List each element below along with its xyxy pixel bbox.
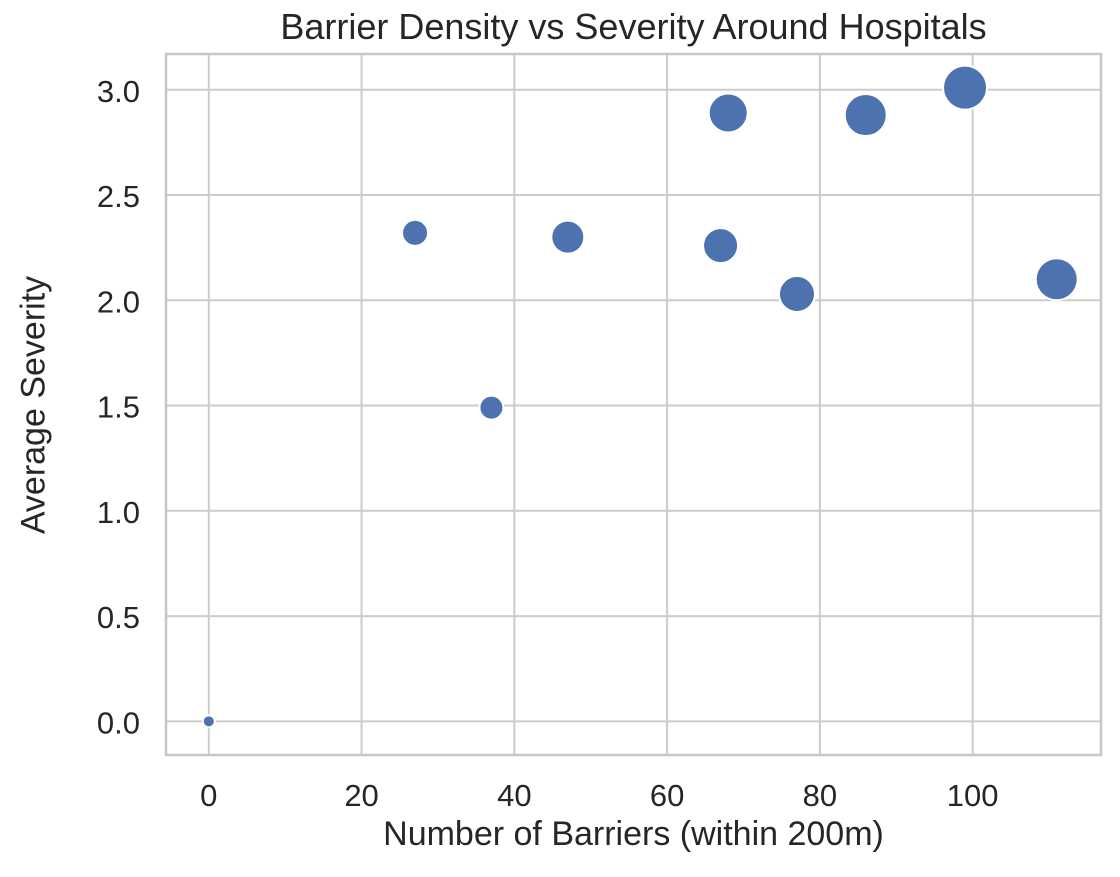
scatter-point [401, 218, 430, 247]
y-tick-label: 2.0 [97, 284, 140, 319]
x-tick-label: 80 [803, 778, 837, 813]
y-tick-label: 1.0 [97, 495, 140, 530]
scatter-point [478, 394, 505, 421]
y-tick-label: 1.5 [97, 390, 140, 425]
scatter-point [777, 274, 816, 313]
x-tick-label: 0 [200, 778, 217, 813]
scatter-point [201, 714, 216, 729]
scatter-point [702, 227, 740, 265]
scatter-point [843, 93, 888, 138]
y-tick-label: 0.5 [97, 600, 140, 635]
scatter-point [942, 64, 989, 111]
x-tick-label: 100 [947, 778, 999, 813]
y-tick-label: 0.0 [97, 705, 140, 740]
grid-lines [166, 54, 1101, 755]
y-tick-labels: 0.0 0.5 1.0 1.5 2.0 2.5 3.0 [97, 74, 140, 741]
data-points [201, 64, 1079, 729]
x-tick-label: 40 [497, 778, 531, 813]
x-tick-labels: 0 20 40 60 80 100 [200, 778, 998, 813]
scatter-point [1034, 257, 1079, 302]
chart-title: Barrier Density vs Severity Around Hospi… [280, 6, 987, 47]
x-tick-label: 20 [344, 778, 378, 813]
scatter-point [550, 219, 586, 255]
plot-border [164, 52, 1103, 757]
y-tick-label: 3.0 [97, 74, 140, 109]
y-tick-label: 2.5 [97, 179, 140, 214]
x-tick-label: 60 [650, 778, 684, 813]
scatter-point [707, 92, 749, 134]
x-axis-label: Number of Barriers (within 200m) [383, 815, 884, 853]
